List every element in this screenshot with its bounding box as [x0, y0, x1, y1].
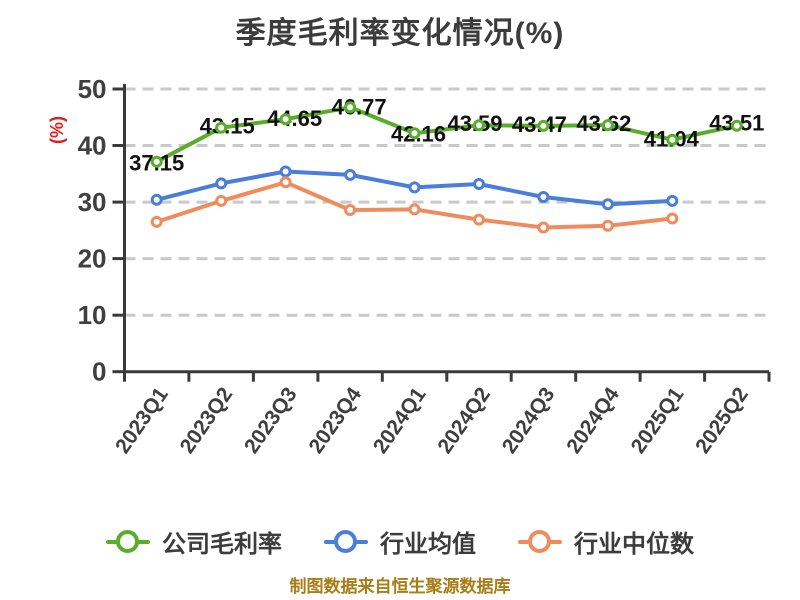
- y-axis-unit-label: (%): [47, 116, 67, 144]
- line-series-marker-icon: [518, 529, 562, 555]
- line-series-marker-icon: [324, 529, 368, 555]
- data-label: 46.77: [332, 94, 387, 119]
- y-tick-label: 0: [92, 357, 106, 387]
- data-point: [537, 221, 550, 234]
- data-point: [344, 204, 357, 216]
- legend-item-company-margin[interactable]: 公司毛利率: [106, 524, 282, 559]
- y-tick-label: 50: [78, 74, 107, 104]
- data-point: [666, 133, 679, 146]
- x-tick-label: 2025Q1: [627, 383, 689, 458]
- line-series-marker-icon: [106, 529, 150, 555]
- x-tick-label: 2023Q1: [111, 383, 173, 458]
- data-point: [150, 215, 163, 228]
- data-point: [344, 101, 357, 114]
- series-line-0: 37.1543.1544.6546.7742.1643.5943.4743.62…: [129, 94, 764, 175]
- data-point: [215, 121, 228, 134]
- x-tick-label: 2024Q1: [369, 383, 431, 458]
- data-point: [279, 113, 292, 126]
- x-tick-label: 2023Q2: [176, 383, 238, 457]
- data-point: [215, 177, 228, 190]
- data-point: [279, 176, 292, 189]
- data-point: [473, 119, 485, 132]
- legend-label: 行业中位数: [574, 531, 694, 558]
- legend-label: 公司毛利率: [162, 531, 282, 558]
- y-tick-label: 20: [78, 244, 107, 274]
- data-point: [150, 155, 163, 168]
- footer-note: 制图数据来自恒生聚源数据库: [289, 577, 511, 596]
- x-tick-label: 2024Q3: [498, 383, 560, 457]
- series-line-2: [150, 176, 679, 234]
- data-point: [666, 194, 679, 207]
- legend-label: 行业均值: [380, 531, 476, 558]
- data-point: [408, 181, 421, 194]
- legend-item-industry-median[interactable]: 行业中位数: [518, 524, 694, 559]
- data-point: [666, 212, 679, 225]
- legend: 公司毛利率 行业均值 行业中位数: [0, 524, 800, 559]
- y-tick-label: 10: [78, 300, 107, 330]
- x-tick-label: 2023Q3: [240, 383, 302, 457]
- legend-item-industry-average[interactable]: 行业均值: [324, 524, 476, 559]
- x-tick-label: 2025Q2: [691, 383, 753, 457]
- data-point: [150, 193, 163, 206]
- data-point: [344, 168, 357, 181]
- chart-title: 季度毛利率变化情况(%): [235, 17, 565, 50]
- data-point: [730, 119, 743, 132]
- data-point: [537, 119, 550, 132]
- x-tick-label: 2023Q4: [304, 383, 366, 458]
- x-tick-label: 2024Q4: [562, 383, 624, 458]
- data-point: [408, 203, 421, 216]
- data-point: [537, 191, 550, 203]
- data-point: [473, 178, 485, 190]
- data-label: 44.65: [267, 106, 322, 131]
- y-tick-label: 30: [78, 187, 107, 217]
- data-point: [601, 119, 614, 132]
- data-point: [473, 213, 485, 226]
- data-point: [279, 165, 292, 178]
- data-point: [408, 127, 421, 140]
- y-tick-label: 40: [78, 131, 107, 161]
- data-point: [215, 194, 228, 207]
- data-point: [601, 219, 614, 232]
- data-label: 43.15: [200, 114, 255, 139]
- series-line-1: [150, 165, 679, 211]
- data-point: [601, 198, 614, 211]
- x-tick-label: 2024Q2: [433, 383, 495, 457]
